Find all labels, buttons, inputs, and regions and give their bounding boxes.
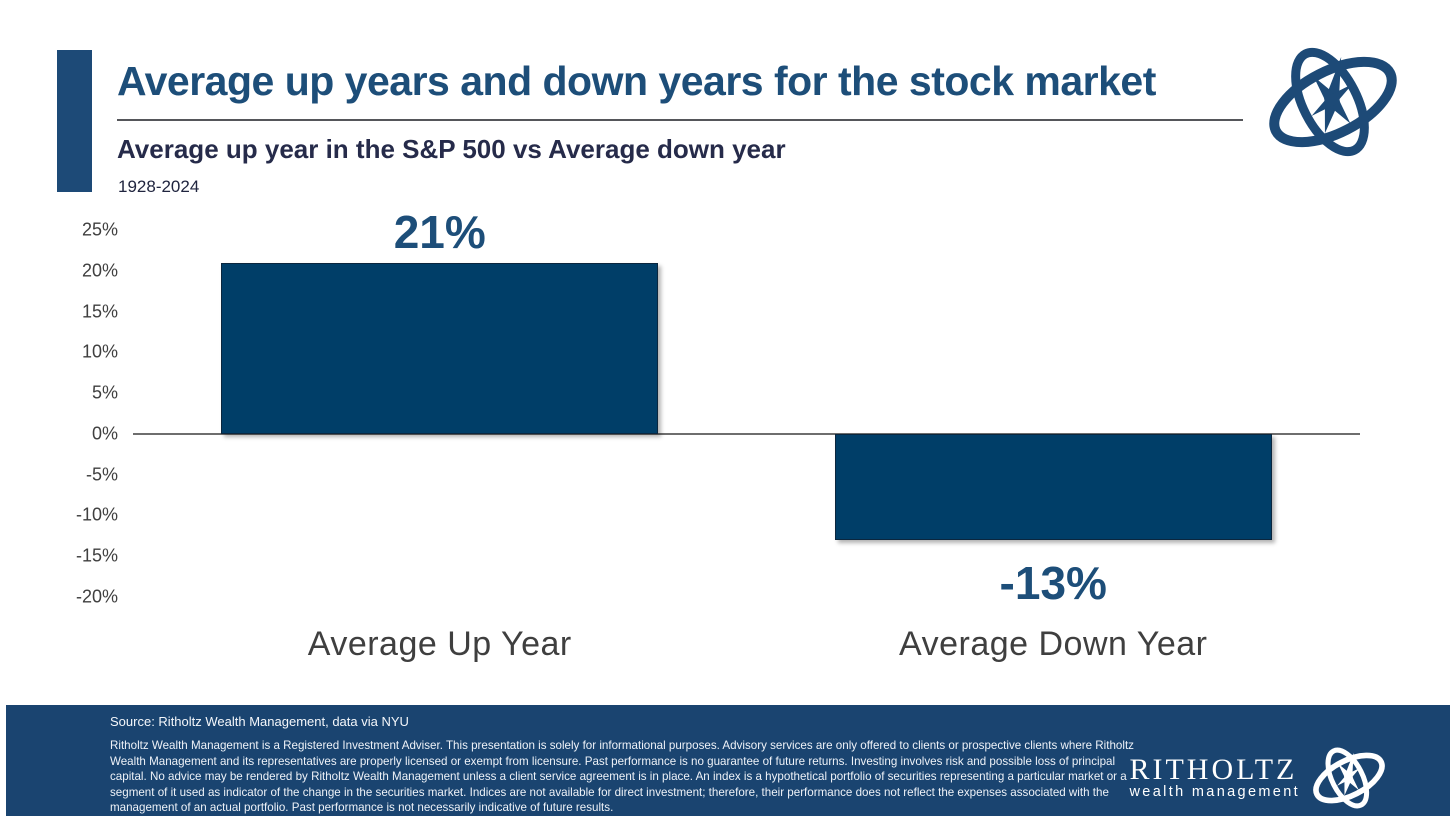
value-label-average-up-year: 21% (393, 205, 486, 258)
y-tick-label: 15% (81, 301, 118, 322)
ritholtz-compass-globe-footer-icon (1313, 747, 1385, 809)
y-tick-label: -5% (85, 464, 118, 485)
value-label-average-down-year: -13% (999, 556, 1107, 609)
ritholtz-compass-globe-icon (1269, 47, 1397, 157)
y-tick-label: 0% (91, 423, 118, 444)
footer-brand: RITHOLTZ wealth management (1129, 743, 1390, 813)
bar-average-up-year (221, 262, 659, 434)
disclaimer-text: Ritholtz Wealth Management is a Register… (110, 739, 1134, 815)
x-axis-label-average-down-year: Average Down Year (899, 625, 1208, 663)
title-divider (117, 119, 1243, 121)
y-tick-label: 20% (81, 260, 118, 281)
chart-subtitle: Average up year in the S&P 500 vs Averag… (117, 134, 786, 164)
page-title: Average up years and down years for the … (117, 58, 1156, 104)
plot-area: 21% Average Up Year -13% Average Down Year (133, 206, 1360, 663)
chart-period-label: 1928-2024 (118, 177, 200, 196)
y-tick-label: -10% (75, 504, 118, 525)
title-accent-bar (57, 50, 92, 192)
bar-average-down-year (834, 433, 1272, 540)
y-tick-label: 5% (91, 382, 118, 403)
source-note: Source: Ritholtz Wealth Management, data… (110, 714, 409, 729)
zero-axis-line (133, 432, 1360, 435)
brand-name: RITHOLTZ (1129, 753, 1298, 786)
y-tick-label: 10% (81, 341, 118, 362)
y-tick-label: 25% (81, 219, 118, 240)
footer: Source: Ritholtz Wealth Management, data… (6, 705, 1450, 816)
y-tick-label: -20% (75, 586, 118, 607)
y-tick-label: -15% (75, 545, 118, 566)
y-axis-labels: 25% 20% 15% 10% 5% 0% -5% -10% -15% -20% (30, 220, 118, 607)
brand-subtitle: wealth management (1129, 784, 1300, 800)
x-axis-label-average-up-year: Average Up Year (307, 625, 572, 663)
